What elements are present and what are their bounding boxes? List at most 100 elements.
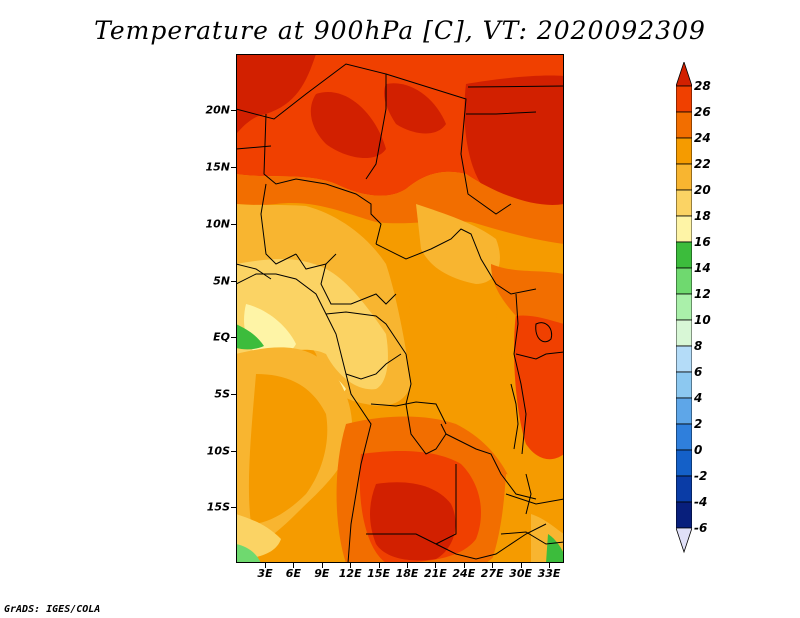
border-line bbox=[435, 523, 547, 560]
field-28-nc bbox=[310, 92, 386, 159]
field-20-ec bbox=[416, 204, 500, 284]
colorbar-label: 16 bbox=[694, 235, 711, 249]
field-14-sw bbox=[236, 544, 261, 563]
colorbar-swatch bbox=[676, 475, 692, 503]
colorbar-label: 12 bbox=[694, 287, 711, 301]
border-line bbox=[236, 263, 272, 280]
colorbar-swatch bbox=[676, 111, 692, 139]
border-line bbox=[513, 293, 527, 455]
colorbar-label: 28 bbox=[694, 79, 711, 93]
y-tick bbox=[231, 110, 236, 111]
y-tick-label: 15N bbox=[205, 160, 230, 174]
field-28-s bbox=[370, 482, 456, 561]
y-tick-label: 5N bbox=[213, 274, 230, 288]
x-tick bbox=[265, 563, 266, 568]
field-28-ne bbox=[464, 75, 564, 215]
colorbar-swatch bbox=[676, 215, 692, 243]
colorbar bbox=[676, 62, 692, 554]
x-tick bbox=[378, 563, 380, 568]
field-18-wc bbox=[236, 259, 388, 390]
colorbar-label: 18 bbox=[694, 209, 711, 223]
y-tick-label: 10S bbox=[206, 444, 230, 458]
colorbar-swatch bbox=[676, 137, 692, 165]
colorbar-top-triangle bbox=[676, 62, 692, 87]
x-tick-label: 6E bbox=[285, 567, 301, 580]
field-24-east bbox=[491, 264, 564, 324]
border-line bbox=[466, 111, 537, 115]
credit-footer: GrADS: IGES/COLA bbox=[4, 604, 101, 615]
lake-shore bbox=[510, 383, 519, 450]
map-title: Temperature at 900hPa [C], VT: 202009230… bbox=[94, 16, 706, 45]
field-18-sw bbox=[236, 514, 281, 559]
x-tick-label: 18E bbox=[395, 567, 419, 580]
border-line bbox=[320, 253, 397, 305]
colorbar-label: -6 bbox=[694, 521, 708, 535]
border-line bbox=[515, 351, 564, 360]
y-tick bbox=[231, 337, 236, 338]
colorbar-label: 20 bbox=[694, 183, 711, 197]
border-line bbox=[500, 531, 564, 545]
border-line bbox=[435, 464, 457, 545]
x-tick bbox=[350, 563, 352, 568]
border-line bbox=[260, 183, 297, 265]
border-line bbox=[263, 113, 382, 245]
colorbar-swatch bbox=[676, 319, 692, 347]
field-24-sahel bbox=[236, 171, 564, 244]
colorbar-swatch bbox=[676, 293, 692, 321]
x-tick bbox=[321, 563, 323, 568]
border-line bbox=[445, 433, 537, 500]
colorbar-label: 14 bbox=[694, 261, 711, 275]
field-28-n2 bbox=[384, 83, 446, 134]
field-14-coast bbox=[236, 324, 264, 350]
x-tick-label: 21E bbox=[423, 567, 447, 580]
colorbar-swatch bbox=[676, 397, 692, 425]
colorbar-label: 10 bbox=[694, 313, 711, 327]
colorbar-label: 6 bbox=[694, 365, 703, 379]
y-tick bbox=[231, 281, 236, 282]
colorbar-label: 4 bbox=[694, 391, 703, 405]
y-tick bbox=[231, 451, 236, 452]
temperature-map bbox=[236, 54, 564, 563]
x-tick bbox=[549, 563, 550, 568]
border-line bbox=[370, 401, 447, 425]
x-tick-label: 30E bbox=[509, 567, 533, 580]
border-line bbox=[236, 63, 387, 180]
colorbar-label: 8 bbox=[694, 339, 703, 353]
colorbar-label: 0 bbox=[694, 443, 703, 457]
x-tick-label: 3E bbox=[257, 567, 273, 580]
x-tick bbox=[293, 563, 295, 568]
border-line bbox=[325, 311, 407, 355]
colorbar-swatch bbox=[676, 345, 692, 373]
colorbar-swatch bbox=[676, 189, 692, 217]
border-line bbox=[236, 145, 272, 150]
x-tick-label: 24E bbox=[452, 567, 476, 580]
colorbar-label: 26 bbox=[694, 105, 711, 119]
y-tick bbox=[231, 394, 236, 395]
border-line bbox=[505, 493, 564, 505]
colorbar-swatch bbox=[676, 423, 692, 451]
colorbar-swatch bbox=[676, 371, 692, 399]
x-tick-label: 12E bbox=[338, 567, 362, 580]
colorbar-label: 2 bbox=[694, 417, 703, 431]
colorbar-swatch bbox=[676, 163, 692, 191]
x-tick-label: 15E bbox=[367, 567, 391, 580]
colorbar-label: 24 bbox=[694, 131, 711, 145]
colorbar-bottom-triangle bbox=[676, 527, 692, 554]
y-tick-label: 20N bbox=[205, 103, 230, 117]
y-tick-label: 15S bbox=[206, 500, 230, 514]
x-tick bbox=[492, 563, 494, 568]
y-tick bbox=[231, 224, 236, 225]
x-tick bbox=[435, 563, 437, 568]
border-line bbox=[295, 253, 327, 270]
colorbar-swatch bbox=[676, 241, 692, 269]
colorbar-label: -2 bbox=[694, 469, 708, 483]
borders bbox=[236, 63, 564, 563]
colorbar-label: -4 bbox=[694, 495, 708, 509]
border-line bbox=[345, 353, 402, 380]
y-tick bbox=[231, 507, 236, 508]
x-tick-label: 27E bbox=[480, 567, 504, 580]
lake-shore bbox=[535, 322, 553, 343]
border-line bbox=[366, 533, 437, 545]
x-tick-label: 33E bbox=[537, 567, 561, 580]
x-tick bbox=[463, 563, 465, 568]
